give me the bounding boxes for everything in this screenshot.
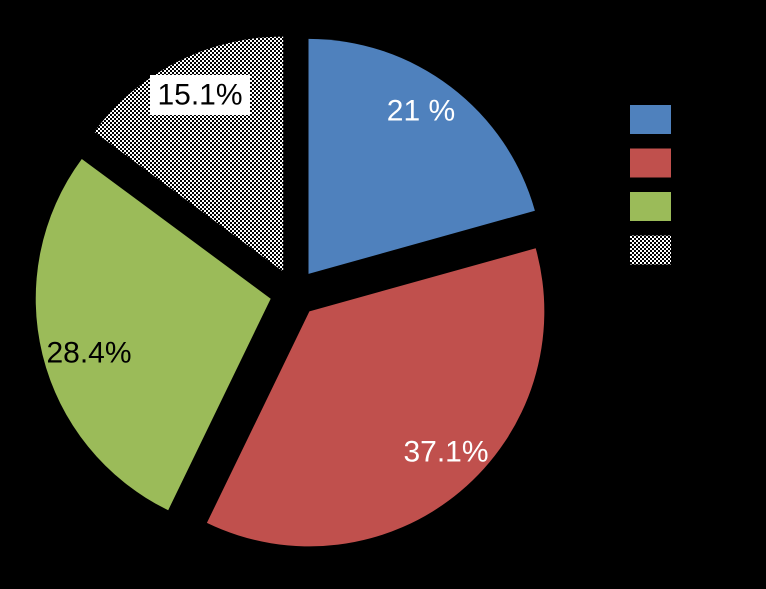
pie-slice-blue bbox=[308, 38, 535, 274]
pie-slice-green bbox=[35, 159, 271, 511]
slice-label-checker: 15.1% bbox=[157, 79, 242, 112]
legend-swatch-red bbox=[630, 148, 671, 178]
slice-label-blue: 21 % bbox=[387, 95, 455, 128]
legend-swatch-green bbox=[630, 192, 671, 221]
legend-swatch-blue bbox=[630, 105, 671, 134]
pie-slice-red bbox=[206, 248, 545, 547]
legend bbox=[630, 105, 671, 265]
slice-label-background-checker bbox=[150, 75, 250, 115]
slice-labels: 21 % 37.1% 28.4% 15.1% bbox=[46, 75, 489, 469]
legend-swatch-checker bbox=[630, 235, 671, 265]
pie-slices bbox=[35, 36, 545, 547]
slice-label-green: 28.4% bbox=[46, 337, 131, 370]
slice-label-red: 37.1% bbox=[403, 436, 488, 469]
